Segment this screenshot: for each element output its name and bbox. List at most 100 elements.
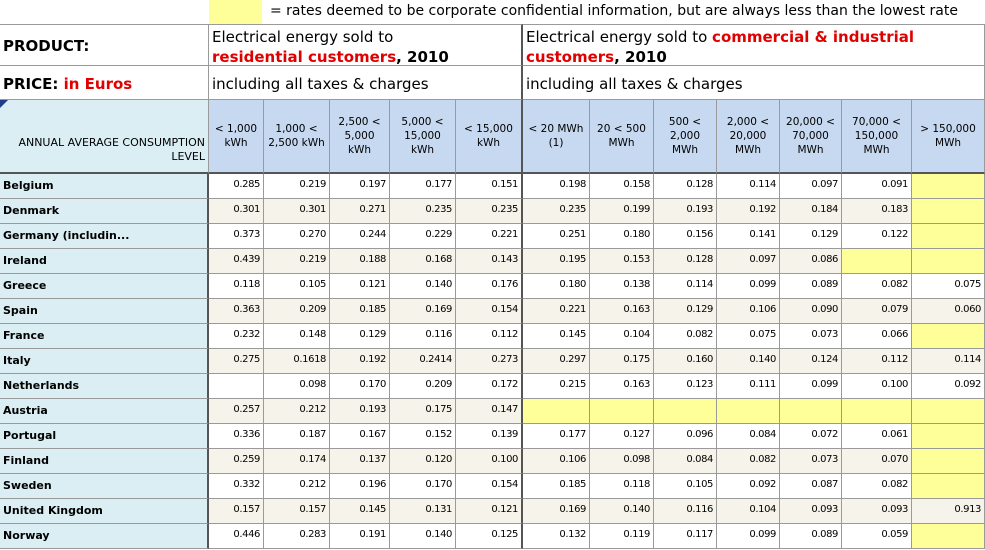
column-header: 20,000 < 70,000 MWh [780, 100, 842, 174]
data-cell: 0.087 [780, 474, 842, 499]
data-cell [912, 474, 985, 499]
data-cell: 0.070 [842, 449, 912, 474]
data-cell: 0.112 [842, 349, 912, 374]
data-cell: 0.072 [780, 424, 842, 449]
data-cell [842, 399, 912, 424]
column-header: 2,000 < 20,000 MWh [717, 100, 780, 174]
data-cell: 0.147 [456, 399, 523, 424]
row-label: Finland [0, 449, 209, 474]
data-cell: 0.105 [264, 274, 330, 299]
data-cell: 0.098 [264, 374, 330, 399]
product-prefix: Electrical energy sold to [526, 28, 708, 46]
price-note: including all taxes & charges [523, 66, 985, 100]
data-cell: 0.145 [330, 499, 390, 524]
data-cell: 0.105 [654, 474, 717, 499]
data-cell: 0.184 [780, 199, 842, 224]
column-header: < 20 MWh (1) [523, 100, 590, 174]
data-cell: 0.137 [330, 449, 390, 474]
data-cell: 0.169 [523, 499, 590, 524]
data-cell: 0.154 [456, 299, 523, 324]
data-cell: 0.114 [717, 174, 780, 199]
product-label: PRODUCT: [0, 24, 209, 66]
data-cell: 0.073 [780, 324, 842, 349]
data-cell: 0.140 [390, 524, 456, 549]
data-cell: 0.198 [523, 174, 590, 199]
data-cell [912, 224, 985, 249]
data-cell: 0.191 [330, 524, 390, 549]
data-cell: 0.075 [717, 324, 780, 349]
column-header: 70,000 < 150,000 MWh [842, 100, 912, 174]
data-cell: 0.132 [523, 524, 590, 549]
data-cell: 0.215 [523, 374, 590, 399]
legend-swatch [209, 0, 262, 24]
data-cell: 0.143 [456, 249, 523, 274]
data-cell: 0.145 [523, 324, 590, 349]
data-cell: 0.112 [456, 324, 523, 349]
data-cell: 0.153 [590, 249, 654, 274]
data-cell: 0.193 [330, 399, 390, 424]
row-label: Belgium [0, 174, 209, 199]
data-cell: 0.140 [590, 499, 654, 524]
price-label: PRICE: in Euros [0, 66, 209, 100]
data-cell: 0.084 [654, 449, 717, 474]
data-cell: 0.197 [330, 174, 390, 199]
data-cell: 0.232 [209, 324, 264, 349]
data-cell: 0.193 [654, 199, 717, 224]
data-cell: 0.199 [590, 199, 654, 224]
column-header: 20 < 500 MWh [590, 100, 654, 174]
data-cell: 0.192 [330, 349, 390, 374]
row-label: Austria [0, 399, 209, 424]
data-cell: 0.148 [264, 324, 330, 349]
data-cell: 0.154 [456, 474, 523, 499]
data-cell: 0.140 [390, 274, 456, 299]
data-cell: 0.177 [390, 174, 456, 199]
corner-marker [0, 100, 8, 108]
data-cell: 0.089 [780, 524, 842, 549]
data-cell [912, 249, 985, 274]
data-cell: 0.170 [390, 474, 456, 499]
row-label: Norway [0, 524, 209, 549]
data-cell: 0.139 [456, 424, 523, 449]
data-cell [912, 199, 985, 224]
data-cell: 0.082 [717, 449, 780, 474]
row-label: Italy [0, 349, 209, 374]
data-cell: 0.120 [390, 449, 456, 474]
data-cell: 0.114 [654, 274, 717, 299]
product-suffix: , 2010 [396, 48, 449, 66]
data-cell: 0.257 [209, 399, 264, 424]
data-cell: 0.090 [780, 299, 842, 324]
data-cell: 0.089 [780, 274, 842, 299]
data-cell: 0.212 [264, 474, 330, 499]
data-cell: 0.127 [590, 424, 654, 449]
data-cell: 0.104 [590, 324, 654, 349]
data-cell: 0.180 [590, 224, 654, 249]
data-cell: 0.212 [264, 399, 330, 424]
data-cell [780, 399, 842, 424]
data-cell: 0.125 [456, 524, 523, 549]
data-cell: 0.913 [912, 499, 985, 524]
product-highlight: residential customers [212, 48, 397, 66]
column-header: 500 < 2,000 MWh [654, 100, 717, 174]
data-cell: 0.172 [456, 374, 523, 399]
data-cell: 0.092 [912, 374, 985, 399]
data-cell [209, 374, 264, 399]
data-cell: 0.075 [912, 274, 985, 299]
data-cell: 0.129 [330, 324, 390, 349]
data-cell: 0.209 [390, 374, 456, 399]
data-cell: 0.160 [654, 349, 717, 374]
data-cell: 0.104 [717, 499, 780, 524]
data-cell: 0.301 [209, 199, 264, 224]
data-cell: 0.251 [523, 224, 590, 249]
data-cell: 0.180 [523, 274, 590, 299]
data-cell: 0.439 [209, 249, 264, 274]
data-cell: 0.169 [390, 299, 456, 324]
data-cell: 0.446 [209, 524, 264, 549]
data-cell: 0.157 [209, 499, 264, 524]
row-label: United Kingdom [0, 499, 209, 524]
data-cell: 0.175 [390, 399, 456, 424]
data-cell: 0.235 [523, 199, 590, 224]
data-cell: 0.123 [654, 374, 717, 399]
data-cell: 0.061 [842, 424, 912, 449]
column-header: 5,000 < 15,000 kWh [390, 100, 456, 174]
data-cell: 0.192 [717, 199, 780, 224]
